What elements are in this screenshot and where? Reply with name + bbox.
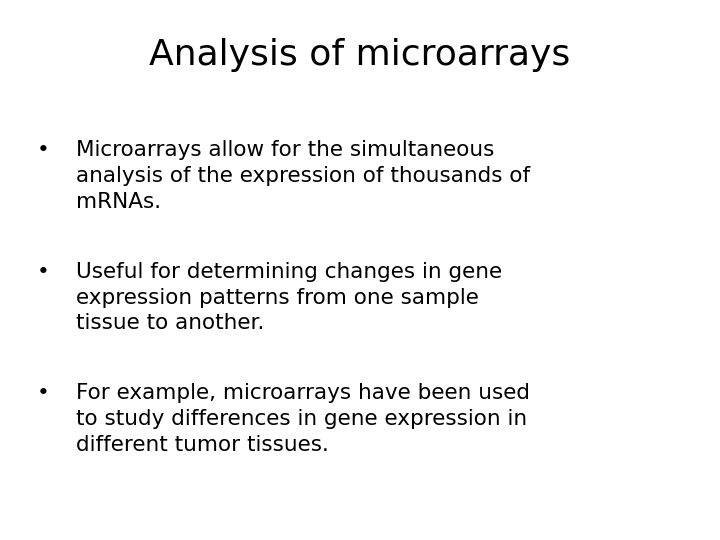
Text: •: •: [37, 140, 50, 160]
Text: •: •: [37, 383, 50, 403]
Text: •: •: [37, 262, 50, 282]
Text: Microarrays allow for the simultaneous
analysis of the expression of thousands o: Microarrays allow for the simultaneous a…: [76, 140, 530, 212]
Text: For example, microarrays have been used
to study differences in gene expression : For example, microarrays have been used …: [76, 383, 530, 455]
Text: Useful for determining changes in gene
expression patterns from one sample
tissu: Useful for determining changes in gene e…: [76, 262, 502, 333]
Text: Analysis of microarrays: Analysis of microarrays: [149, 38, 571, 72]
